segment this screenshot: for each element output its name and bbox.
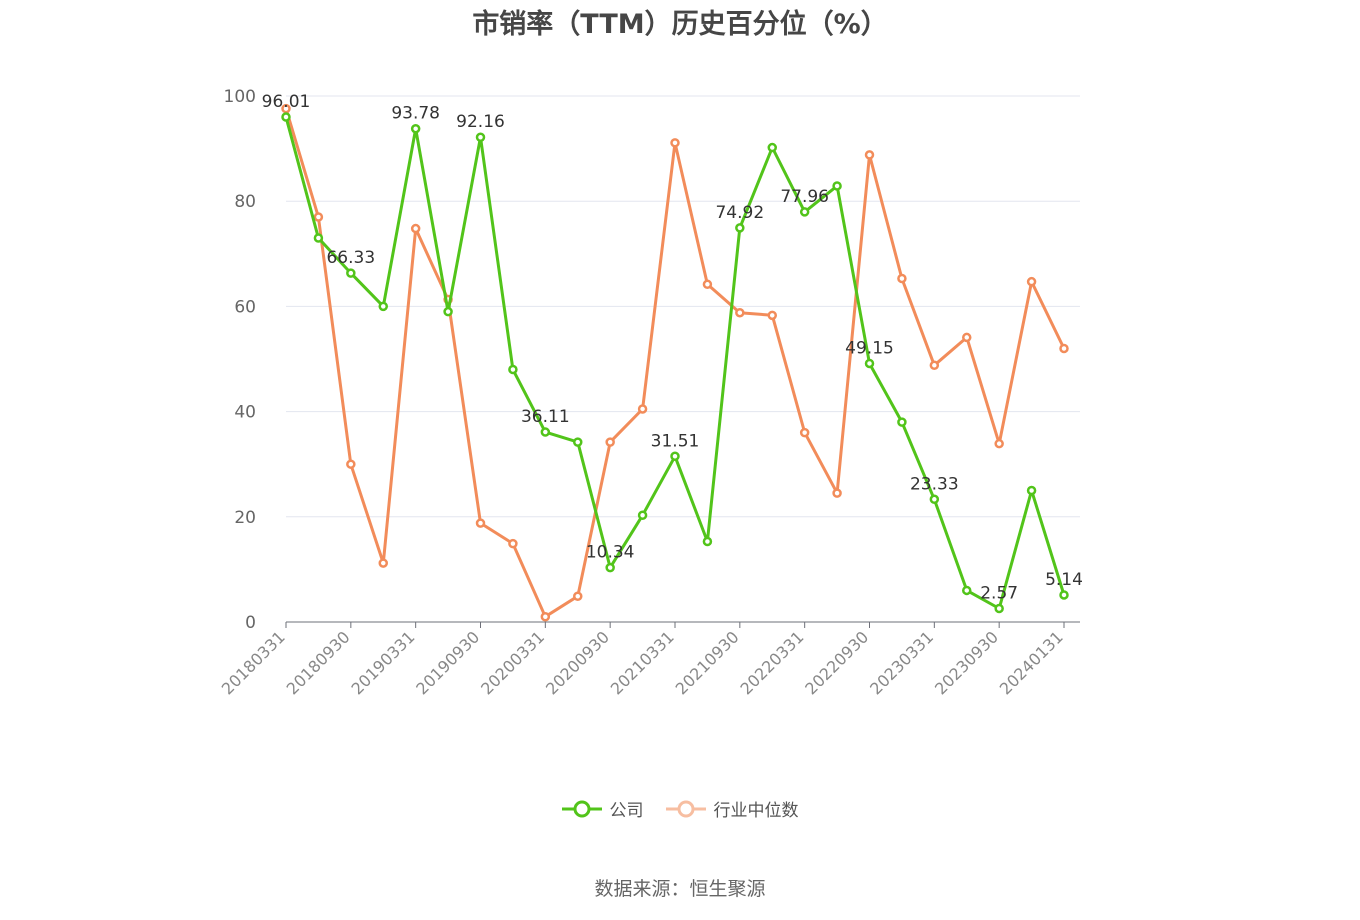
data-point-industry [864,150,875,160]
legend-item-company[interactable]: 公司 [561,796,644,821]
legend-industry-label: 行业中位数 [713,801,799,821]
line-chart: 0 20 40 60 80 100 2018033120180930201903312019… [218,87,1083,698]
data-point-company [378,301,388,312]
y-tick-label: 60 [234,297,256,317]
data-point-industry [605,437,615,447]
data-point-company [443,306,453,317]
x-tick-label: 20210331 [607,627,678,698]
y-tick-label: 0 [245,613,256,633]
x-tick-label: 20190930 [412,627,483,698]
x-tick-label: 20210930 [672,627,743,698]
x-tick-label: 20200331 [477,627,548,698]
legend-company-label: 公司 [609,801,644,821]
data-point-company [929,494,940,505]
data-point-company [540,427,551,437]
data-point-industry [1059,343,1069,354]
legend-item-industry[interactable]: 行业中位数 [665,796,799,821]
chart-title: 市销率（TTM）历史百分位（%） [472,9,888,40]
x-tick-label: 20190331 [347,627,418,698]
data-label: 96.01 [262,92,311,112]
data-point-industry [573,591,583,601]
data-point-industry [767,310,777,321]
data-point-industry [540,611,551,622]
data-point-company [735,223,745,233]
data-label: 23.33 [910,474,959,494]
x-tick-label: 20230930 [931,627,1002,698]
legend-company-marker-icon [561,800,602,817]
data-point-industry [281,103,291,114]
data-point-company [702,536,713,547]
y-tick-label: 40 [234,403,256,423]
x-tick-label: 20240131 [996,627,1067,698]
x-tick-label: 20220331 [736,627,807,698]
x-tick-label: 20200930 [542,627,613,698]
data-point-industry [1026,276,1037,287]
data-label: 77.96 [780,187,829,207]
data-point-industry [508,538,518,549]
data-point-company [1026,485,1037,496]
data-point-company [313,233,324,243]
data-point-industry [670,138,680,148]
legend-industry-marker-icon [665,800,706,817]
data-point-industry [962,332,972,343]
y-tick-label: 100 [224,87,256,107]
data-point-company [767,142,777,153]
data-label: 74.92 [715,203,764,223]
data-point-industry [475,518,486,528]
data-point-company [410,123,421,134]
data-label: 10.34 [586,543,635,563]
x-tick-label: 20230331 [866,627,937,698]
data-label: 49.15 [845,338,894,358]
data-point-industry [897,273,907,284]
data-point-company [346,268,356,278]
data-point-company [670,451,680,462]
data-point-company [605,562,615,573]
data-point-company [864,358,875,369]
data-point-company [832,181,842,191]
data-point-industry [994,438,1004,449]
data-label: 5.14 [1045,570,1083,590]
data-point-company [1059,590,1069,600]
data-point-company [799,207,810,217]
x-tick-label: 20180930 [283,627,354,698]
data-point-company [573,437,583,447]
data-label: 36.11 [521,407,570,427]
data-point-industry [832,488,842,498]
legend: 公司 行业中位数 [0,796,1360,821]
data-point-industry [637,404,648,414]
y-tick-label: 80 [234,192,256,212]
data-label: 31.51 [651,431,700,451]
data-point-company [281,112,291,122]
data-label: 66.33 [326,248,375,268]
data-label: 2.57 [980,583,1018,603]
data-point-industry [346,459,356,469]
data-point-industry [702,279,713,290]
x-tick-label: 20180331 [218,627,289,698]
data-point-company [637,510,648,520]
y-tick-label: 20 [234,508,256,528]
data-point-company [475,132,486,142]
data-point-industry [799,427,810,438]
data-source: 数据来源：恒生聚源 [594,878,766,900]
data-point-industry [313,212,324,222]
data-point-industry [735,307,745,318]
data-point-company [508,364,518,375]
data-label: 93.78 [391,104,440,124]
data-point-industry [378,558,388,568]
series-line-industry [284,108,1066,619]
data-point-company [962,585,972,596]
data-point-industry [410,223,421,234]
x-tick-label: 20220930 [801,627,872,698]
data-point-company [897,417,907,427]
data-point-company [994,603,1004,614]
data-point-industry [929,360,940,371]
data-label: 92.16 [456,112,505,132]
